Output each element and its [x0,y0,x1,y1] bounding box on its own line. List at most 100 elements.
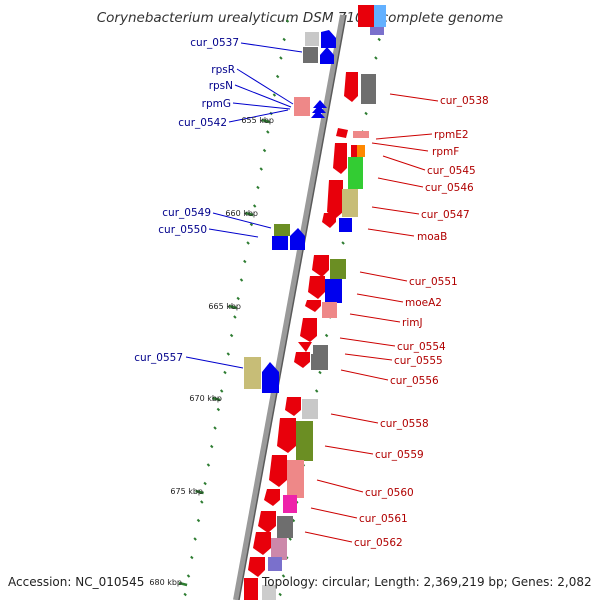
scale-tick [183,592,187,597]
gene-arrow [262,362,279,393]
gene-arrow [312,105,326,113]
scale-tick [341,241,345,245]
gene-block [325,279,342,303]
gene-arrow [300,318,317,342]
gene-block [358,5,374,27]
gene-block [322,302,337,318]
gene-arrow [298,342,312,352]
gene-label-right: rpmF [432,146,459,158]
map-title: Corynebacterium urealyticum DSM 7109, co… [96,10,504,26]
scale-tick [262,148,267,153]
scale-tick [279,56,283,60]
scale-tick [259,167,263,171]
gene-block [311,354,328,370]
reverse-strand-genes [244,30,336,393]
accession-label: Accession: NC_010545 [8,575,145,589]
scale-tick [243,259,247,264]
gene-block [351,145,361,161]
kbp-label: 660 kbp [225,209,258,218]
scale-labels: 655 kbp 660 kbp 665 kbp 670 kbp 675 kbp … [149,116,274,587]
kbp-label: 665 kbp [208,302,241,311]
gene-block [303,47,318,63]
scale-tick [282,37,286,42]
gene-arrow [294,352,310,368]
gene-label-left: cur_0549 [162,207,211,219]
gene-block [244,578,258,600]
gene-label-left: rpsN [209,80,233,92]
gene-label-right: cur_0545 [427,165,476,177]
gene-block [277,516,293,538]
scale-tick [256,185,260,190]
major-scale-tick [228,304,237,310]
gene-label-left: cur_0537 [190,37,239,49]
scale-tick [216,407,221,412]
gene-label-right: cur_0551 [409,276,458,288]
scale-tick [246,241,250,245]
right-leader-lines [304,93,439,543]
gene-block [274,224,290,236]
gene-arrow [313,100,327,108]
gene-block [348,157,363,189]
major-scale-tick [178,581,188,587]
genome-backbone-shadow [238,14,347,600]
gene-arrow [327,180,343,218]
scale-tick [266,130,270,134]
gene-arrow [264,489,280,506]
gene-block [342,189,358,217]
gene-arrow [320,47,334,64]
gene-block [244,357,261,389]
scale-tick [206,463,211,467]
gene-label-left: rpsR [211,64,235,76]
gene-arrow [333,143,347,174]
gene-arrow [290,228,305,250]
scale-tick [196,518,201,523]
gene-block [305,32,319,46]
gene-label-right: cur_0560 [365,487,414,499]
scale-tick [272,93,277,97]
genome-backbone [233,14,346,600]
gene-block [271,538,287,560]
scale-tick [288,537,292,541]
gene-arrow [321,30,336,48]
gene-block [361,74,376,104]
scale-tick [236,296,240,301]
gene-block [353,131,369,138]
scale-tick [377,37,381,42]
major-scale-tick [244,211,254,217]
scale-tick [314,389,319,393]
kbp-label: 680 kbp [149,578,182,587]
scale-tick [364,111,368,116]
scale-tick [285,19,290,23]
scale-tick [318,370,322,375]
gene-label-right: cur_0556 [390,375,439,387]
kbp-label: 675 kbp [170,487,203,496]
gene-arrow [285,397,301,416]
gene-label-left: rpmG [202,98,231,110]
gene-label-right: rpmE2 [434,129,469,141]
scale-tick [275,74,280,79]
gene-block [268,557,282,571]
gene-arrow [311,110,325,118]
gene-block [313,345,328,355]
gene-block [330,259,346,279]
gene-block [296,421,313,461]
gene-arrow [258,511,276,533]
gene-label-left: cur_0542 [178,117,227,129]
scale-tick [219,389,224,393]
scale-tick [233,315,237,319]
gene-label-right: moaB [417,231,447,243]
major-scale-tick [195,489,204,495]
gene-arrow [344,72,358,102]
gene-label-right: cur_0561 [359,513,408,525]
gene-arrow [253,532,271,555]
scale-tick [249,222,254,227]
major-scale-tick [211,396,221,402]
gene-arrow [305,300,321,312]
gene-label-right: cur_0554 [397,341,446,353]
scale-tick [374,56,378,60]
scale-tick [200,500,204,504]
gene-block [374,5,386,27]
scale-tick [203,481,207,486]
scale-tick [223,370,227,375]
scale-tick [324,333,329,338]
